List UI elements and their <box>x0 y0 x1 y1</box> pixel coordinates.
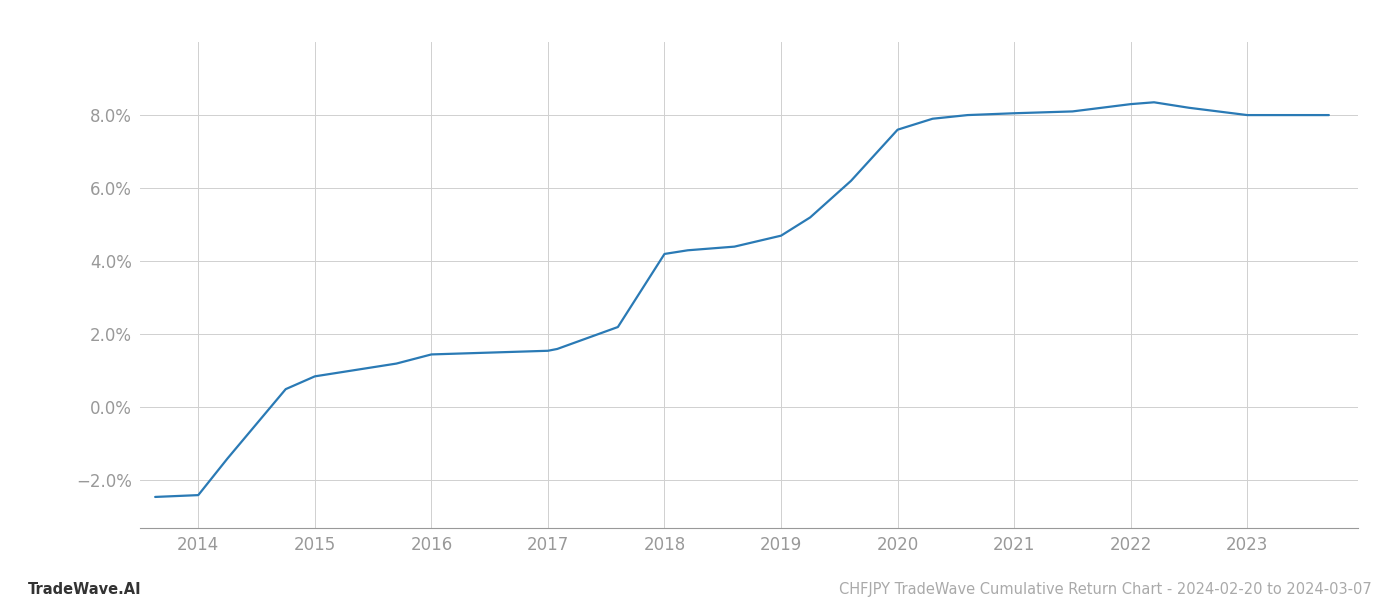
Text: TradeWave.AI: TradeWave.AI <box>28 582 141 597</box>
Text: CHFJPY TradeWave Cumulative Return Chart - 2024-02-20 to 2024-03-07: CHFJPY TradeWave Cumulative Return Chart… <box>839 582 1372 597</box>
